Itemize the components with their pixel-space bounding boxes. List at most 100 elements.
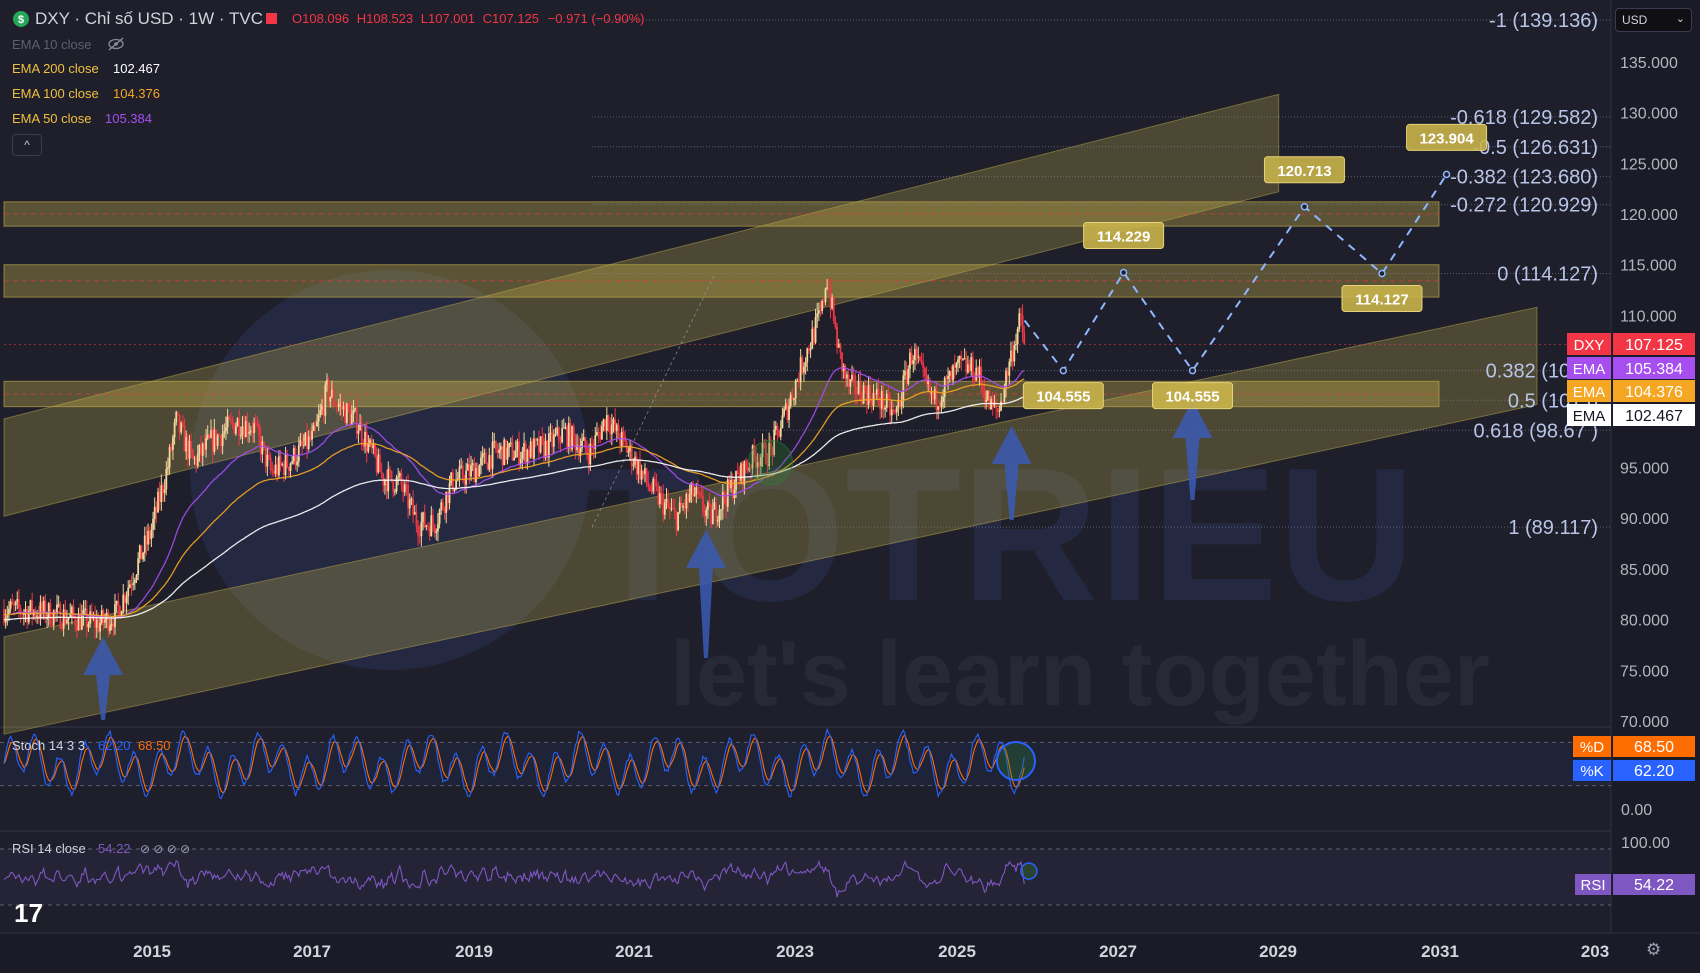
ema100-legend[interactable]: EMA 100 close xyxy=(12,86,99,101)
price-channel[interactable] xyxy=(3,93,1538,735)
candle-body xyxy=(380,471,383,474)
ema200-legend[interactable]: EMA 200 close xyxy=(12,61,99,76)
candle-body xyxy=(635,456,638,475)
candle-body xyxy=(124,594,126,604)
stoch-tag-value-bg xyxy=(1613,760,1695,781)
candle-body xyxy=(546,440,549,458)
price-tag-value: 105.384 xyxy=(1625,361,1683,378)
candle-body xyxy=(859,380,862,398)
candle-body xyxy=(996,408,999,412)
candle-body xyxy=(630,445,633,466)
ema10-legend[interactable]: EMA 10 close xyxy=(12,37,92,52)
projection-node xyxy=(1300,203,1309,211)
up-arrow-icon[interactable] xyxy=(1172,400,1213,500)
up-arrow-icon[interactable] xyxy=(685,530,726,658)
candle-body xyxy=(940,401,943,407)
candle-body xyxy=(422,512,424,523)
rsi-title[interactable]: RSI 14 close xyxy=(12,841,86,856)
candle-body xyxy=(695,487,698,495)
gear-icon[interactable]: ⚙ xyxy=(1646,940,1662,959)
candle-body xyxy=(172,437,174,450)
candle-body xyxy=(905,370,908,384)
candle-body xyxy=(203,443,206,450)
candle-body xyxy=(796,380,799,382)
candle-body xyxy=(615,424,618,432)
candle-body xyxy=(705,509,708,516)
channel-upper-band[interactable] xyxy=(3,93,1280,517)
candle-body xyxy=(597,431,600,433)
candle-body xyxy=(947,375,949,380)
eye-off-icon[interactable] xyxy=(108,37,124,51)
candle-body xyxy=(614,419,617,432)
collapse-legend-button[interactable]: ^ xyxy=(12,134,42,156)
candle-body xyxy=(44,600,47,620)
time-axis-label: 2025 xyxy=(938,942,976,961)
candle-body xyxy=(617,424,620,439)
bounce-arrows[interactable] xyxy=(83,400,1213,720)
price-tag-value-bg xyxy=(1613,380,1695,402)
time-axis-label: 2017 xyxy=(293,942,331,961)
candle-body xyxy=(61,628,63,630)
channel-lower-band[interactable] xyxy=(3,306,1538,735)
candle-body xyxy=(319,410,322,416)
candle-body xyxy=(798,380,800,383)
projection-node xyxy=(1442,170,1451,179)
symbol-header[interactable]: $ DXY · Chỉ số USD · 1W · TVC O108.096 H… xyxy=(13,9,645,28)
eye-off-icon[interactable]: ⊘ ⊘ ⊘ ⊘ xyxy=(140,842,190,856)
price-axis[interactable]: 135.000 130.000 125.000 120.000 115.000 110.0… xyxy=(1620,55,1678,731)
candle-body xyxy=(287,467,290,471)
candle-body xyxy=(430,515,433,537)
candle-body xyxy=(332,389,335,405)
candle-body xyxy=(236,418,239,427)
candle-body xyxy=(211,430,214,452)
candle-body xyxy=(392,481,395,492)
candle-body xyxy=(145,535,148,545)
candle-body xyxy=(274,464,277,474)
currency-select[interactable]: USD ⌄ xyxy=(1615,8,1692,32)
candle-body xyxy=(776,425,779,431)
candle-body xyxy=(551,432,554,447)
up-arrow-icon[interactable] xyxy=(991,426,1032,520)
candle-body xyxy=(120,611,123,618)
fib-level-label: -1 (139.136) xyxy=(1489,10,1598,32)
candle-body xyxy=(21,613,24,615)
candle-body xyxy=(393,491,396,493)
candle-body xyxy=(34,610,37,618)
candle-body xyxy=(561,428,564,443)
candle-body xyxy=(968,364,971,371)
candle-body xyxy=(77,613,80,631)
candle-body xyxy=(388,468,391,471)
candle-body xyxy=(226,416,229,428)
candle-body xyxy=(39,602,42,619)
stochastic-pane[interactable]: Stoch 14 3 3 62.20 68.50 0.00 %D 68.50 %K 62.20 xyxy=(0,727,1695,820)
up-arrow-icon[interactable] xyxy=(83,637,124,720)
projection-path[interactable]: 114.229 120.713 123.904 114.127 104.555 104.5… xyxy=(1022,123,1488,410)
indicator-legend[interactable]: EMA 10 close EMA 200 close 102.467 EMA 1… xyxy=(12,37,160,126)
fibonacci-extension[interactable]: -1 (139.136) -0.618 (129.582) -0.5 (126.63… xyxy=(591,10,1610,539)
candle-body xyxy=(733,489,736,498)
ema50-legend[interactable]: EMA 50 close xyxy=(12,111,92,126)
candle-body xyxy=(730,479,732,489)
time-axis-label: 2027 xyxy=(1099,942,1137,961)
candle-body xyxy=(99,623,101,632)
candle-body xyxy=(74,616,77,626)
candle-body xyxy=(321,405,323,411)
rsi-pane[interactable]: RSI 14 close 54.22 ⊘ ⊘ ⊘ ⊘ 100.00 RSI 54.22 xyxy=(0,835,1695,906)
candle-body xyxy=(945,377,948,380)
price-axis-label: 95.000 xyxy=(1620,461,1669,478)
candle-body xyxy=(706,502,709,510)
symbol-title[interactable]: DXY · Chỉ số USD · 1W · TVC xyxy=(35,9,263,28)
ema-lines xyxy=(3,367,1025,621)
candle-body xyxy=(152,518,154,530)
candle-body xyxy=(582,437,585,441)
projection-node xyxy=(1059,366,1068,375)
candle-body xyxy=(778,430,781,437)
candle-body xyxy=(556,427,559,434)
candle-body xyxy=(504,439,507,460)
resistance-zone[interactable] xyxy=(3,264,1440,298)
time-axis[interactable]: 2015 2017 2019 2021 2023 2025 2027 2029 2031 203 xyxy=(133,942,1609,961)
stoch-title[interactable]: Stoch 14 3 3 xyxy=(12,738,85,753)
candle-body xyxy=(344,405,347,424)
